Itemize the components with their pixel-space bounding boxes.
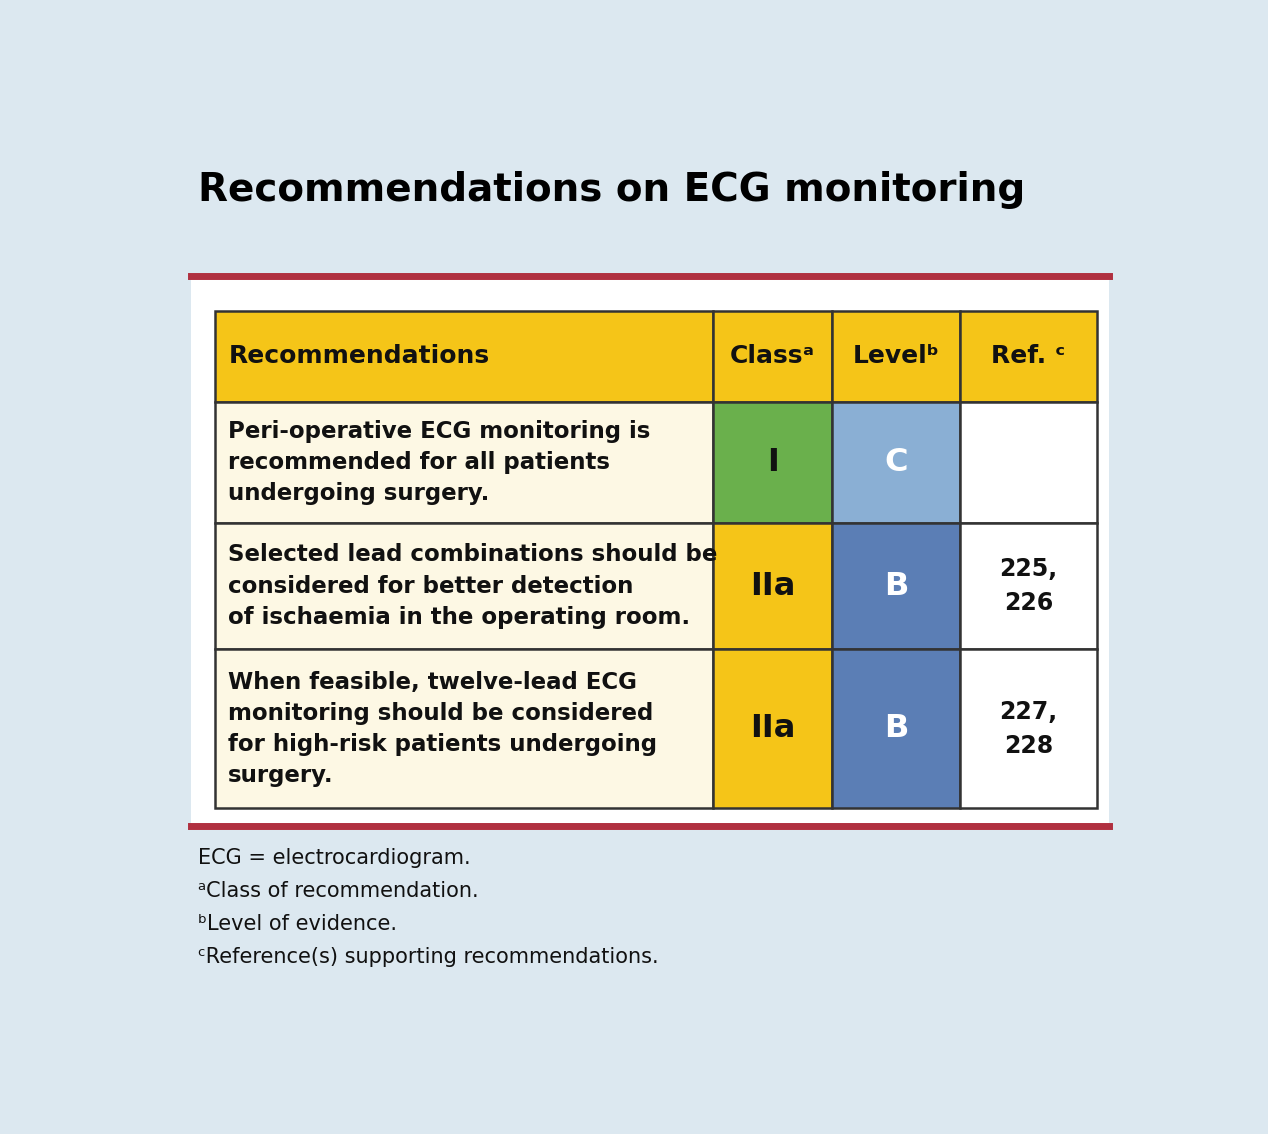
Bar [214, 523, 713, 650]
Bar [713, 403, 832, 523]
Text: Recommendations on ECG monitoring: Recommendations on ECG monitoring [198, 171, 1025, 209]
Text: When feasible, twelve-lead ECG
monitoring should be considered
for high-risk pat: When feasible, twelve-lead ECG monitorin… [228, 671, 657, 787]
Text: I: I [767, 447, 779, 477]
Text: Levelᵇ: Levelᵇ [853, 345, 940, 369]
Text: B: B [884, 713, 908, 744]
Bar [960, 650, 1097, 809]
Bar [960, 403, 1097, 523]
Text: ᵃClass of recommendation.: ᵃClass of recommendation. [198, 881, 478, 900]
Bar [191, 276, 1108, 826]
Text: IIa: IIa [749, 570, 795, 601]
Bar [713, 311, 832, 403]
Text: Ref. ᶜ: Ref. ᶜ [992, 345, 1065, 369]
Bar [214, 311, 713, 403]
Bar [713, 650, 832, 809]
Bar [832, 523, 960, 650]
Text: IIa: IIa [749, 713, 795, 744]
Text: ᵇLevel of evidence.: ᵇLevel of evidence. [198, 914, 397, 934]
Text: 227,
228: 227, 228 [999, 700, 1058, 758]
Bar [713, 523, 832, 650]
Text: Recommendations: Recommendations [228, 345, 489, 369]
Bar [214, 650, 713, 809]
Bar [832, 650, 960, 809]
Bar [960, 523, 1097, 650]
Text: C: C [885, 447, 908, 477]
Text: ᶜReference(s) supporting recommendations.: ᶜReference(s) supporting recommendations… [198, 947, 658, 967]
Text: ECG = electrocardiogram.: ECG = electrocardiogram. [198, 848, 470, 868]
Text: 225,
226: 225, 226 [999, 557, 1058, 615]
Text: B: B [884, 570, 908, 601]
Bar [214, 403, 713, 523]
Text: Classᵃ: Classᵃ [730, 345, 815, 369]
Text: Peri-operative ECG monitoring is
recommended for all patients
undergoing surgery: Peri-operative ECG monitoring is recomme… [228, 420, 650, 505]
Bar [832, 403, 960, 523]
Bar [832, 311, 960, 403]
Text: Selected lead combinations should be
considered for better detection
of ischaemi: Selected lead combinations should be con… [228, 543, 718, 628]
Bar [960, 311, 1097, 403]
